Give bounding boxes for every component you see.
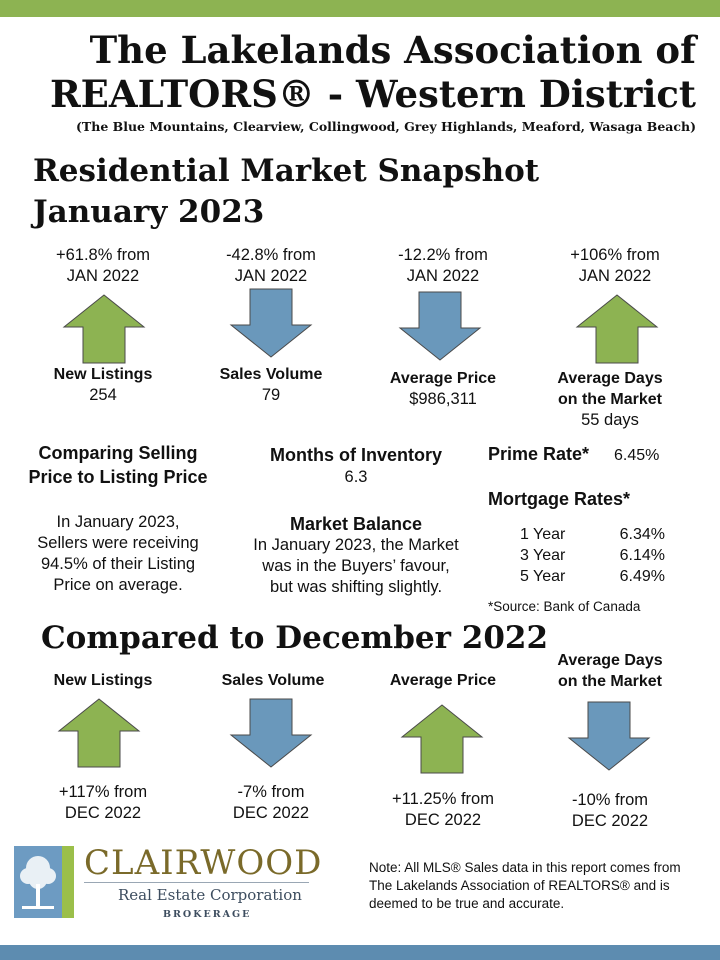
brokerage-name: CLAIRWOOD [84, 843, 323, 883]
logo-divider [84, 882, 309, 883]
prime-rate-value: 6.45% [614, 447, 660, 464]
new-listings-label: New Listings [53, 366, 153, 383]
brokerage-subtitle: Real Estate Corporation [118, 886, 302, 904]
brokerage-tagline: BROKERAGE [163, 909, 252, 920]
mortgage-rates-label: Mortgage Rates* [488, 489, 631, 509]
new-listings-value: 254 [89, 386, 117, 404]
prime-rate-label: Prime Rate* [488, 444, 590, 464]
down-arrow-icon [398, 291, 482, 361]
down-arrow-icon [229, 288, 313, 358]
up-arrow-icon [575, 294, 659, 364]
cmp-avg-days-label: Average Days on the Market [557, 652, 663, 690]
cmp-new-listings-change: +117% from DEC 2022 [58, 783, 148, 822]
top-accent-bar [0, 0, 720, 17]
cmp-sales-volume-label: Sales Volume [221, 672, 325, 689]
cmp-avg-days-change: -10% from DEC 2022 [571, 791, 649, 830]
bottom-accent-bar [0, 945, 720, 960]
cmp-sales-volume-change: -7% from DEC 2022 [232, 783, 310, 822]
up-arrow-icon [62, 294, 146, 364]
cmp-new-listings-label: New Listings [53, 672, 153, 689]
report-title-line2: REALTORS® - Western District [49, 72, 696, 116]
sales-volume-label: Sales Volume [219, 366, 323, 383]
sales-volume-value: 79 [261, 386, 281, 404]
avg-days-yoy-change: +106% from JAN 2022 [570, 246, 660, 285]
market-balance-title: Market Balance [289, 514, 423, 534]
sales-volume-yoy-change: -42.8% from JAN 2022 [226, 246, 316, 285]
average-price-label: Average Price [389, 370, 497, 387]
snapshot-title: Residential Market Snapshot [33, 153, 540, 189]
selling-vs-listing-title: Comparing Selling Price to Listing Price [28, 443, 208, 487]
clairwood-tree-logo [14, 846, 74, 918]
mortgage-row: 5 Year 6.49% [520, 568, 665, 585]
report-title-line1: The Lakelands Association of [89, 28, 696, 72]
avg-days-value: 55 days [581, 411, 639, 429]
months-of-inventory-value: 6.3 [344, 468, 368, 486]
up-arrow-icon [57, 698, 141, 768]
data-disclaimer-note: Note: All MLS® Sales data in this report… [369, 860, 681, 911]
average-price-yoy-change: -12.2% from JAN 2022 [398, 246, 488, 285]
comparison-title: Compared to December 2022 [41, 620, 549, 656]
rates-source: *Source: Bank of Canada [488, 599, 641, 614]
down-arrow-icon [229, 698, 313, 768]
months-of-inventory-title: Months of Inventory [270, 445, 442, 465]
average-price-value: $986,311 [409, 390, 477, 408]
selling-vs-listing-text: In January 2023, Sellers were receiving … [37, 513, 199, 594]
snapshot-month: January 2023 [33, 194, 265, 230]
up-arrow-icon [400, 704, 484, 774]
market-balance-text: In January 2023, the Market was in the B… [253, 536, 459, 596]
cmp-average-price-change: +11.25% from DEC 2022 [392, 790, 494, 829]
mortgage-row: 3 Year 6.14% [520, 547, 665, 564]
mortgage-row: 1 Year 6.34% [520, 526, 665, 543]
cmp-average-price-label: Average Price [389, 672, 497, 689]
new-listings-yoy-change: +61.8% from JAN 2022 [55, 246, 150, 285]
down-arrow-icon [567, 701, 651, 771]
avg-days-label: Average Days on the Market [557, 370, 663, 408]
mortgage-rates-table: 1 Year 6.34% 3 Year 6.14% 5 Year 6.49% [520, 524, 665, 587]
report-subtitle: (The Blue Mountains, Clearview, Collingw… [76, 119, 696, 134]
